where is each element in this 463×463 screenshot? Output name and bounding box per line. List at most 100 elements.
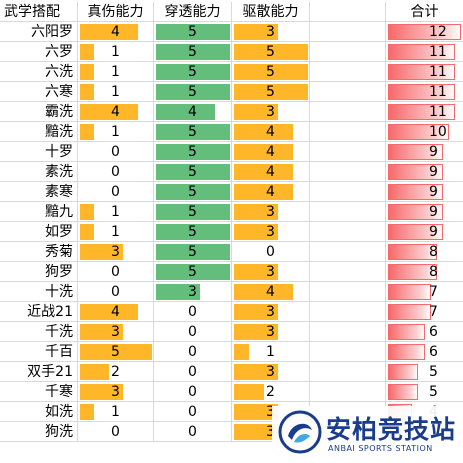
cell-total[interactable]: 8 — [386, 262, 463, 282]
cell-blank[interactable] — [310, 382, 386, 402]
cell-blank[interactable] — [310, 162, 386, 182]
cell-zhenshang[interactable]: 0 — [78, 182, 154, 202]
cell-total[interactable]: 7 — [386, 282, 463, 302]
cell-wuxue-name[interactable]: 六罗 — [0, 42, 78, 62]
cell-zhenshang[interactable]: 0 — [78, 162, 154, 182]
cell-zhenshang[interactable]: 0 — [78, 142, 154, 162]
cell-chuantou[interactable]: 5 — [154, 182, 232, 202]
cell-total[interactable]: 9 — [386, 182, 463, 202]
cell-total[interactable]: 11 — [386, 62, 463, 82]
cell-wuxue-name[interactable]: 十罗 — [0, 142, 78, 162]
cell-blank[interactable] — [310, 102, 386, 122]
header-qusan[interactable]: 驱散能力 — [232, 2, 310, 22]
cell-chuantou[interactable]: 5 — [154, 122, 232, 142]
cell-qusan[interactable]: 0 — [232, 242, 310, 262]
cell-total[interactable]: 10 — [386, 122, 463, 142]
cell-chuantou[interactable]: 5 — [154, 62, 232, 82]
cell-wuxue-name[interactable]: 如罗 — [0, 222, 78, 242]
cell-qusan[interactable]: 4 — [232, 142, 310, 162]
header-chuantou[interactable]: 穿透能力 — [154, 2, 232, 22]
cell-chuantou[interactable]: 5 — [154, 162, 232, 182]
cell-wuxue-name[interactable]: 素寒 — [0, 182, 78, 202]
cell-chuantou[interactable]: 5 — [154, 202, 232, 222]
cell-qusan[interactable]: 3 — [232, 222, 310, 242]
cell-wuxue-name[interactable]: 霸洗 — [0, 102, 78, 122]
cell-blank[interactable] — [310, 322, 386, 342]
cell-chuantou[interactable]: 4 — [154, 102, 232, 122]
cell-blank[interactable] — [310, 182, 386, 202]
cell-qusan[interactable]: 3 — [232, 202, 310, 222]
cell-chuantou[interactable]: 3 — [154, 282, 232, 302]
cell-blank[interactable] — [310, 202, 386, 222]
cell-wuxue-name[interactable]: 千洗 — [0, 322, 78, 342]
cell-qusan[interactable]: 3 — [232, 322, 310, 342]
cell-total[interactable]: 11 — [386, 42, 463, 62]
cell-blank[interactable] — [310, 342, 386, 362]
header-wuxue[interactable]: 武学搭配 — [0, 2, 78, 22]
cell-qusan[interactable]: 3 — [232, 362, 310, 382]
cell-zhenshang[interactable]: 1 — [78, 42, 154, 62]
cell-wuxue-name[interactable]: 六寒 — [0, 82, 78, 102]
cell-blank[interactable] — [310, 62, 386, 82]
cell-wuxue-name[interactable]: 素洗 — [0, 162, 78, 182]
cell-zhenshang[interactable]: 1 — [78, 202, 154, 222]
cell-zhenshang[interactable]: 1 — [78, 82, 154, 102]
cell-total[interactable]: 6 — [386, 342, 463, 362]
cell-total[interactable]: 8 — [386, 242, 463, 262]
cell-zhenshang[interactable]: 5 — [78, 342, 154, 362]
cell-wuxue-name[interactable]: 十洗 — [0, 282, 78, 302]
cell-qusan[interactable]: 2 — [232, 382, 310, 402]
cell-chuantou[interactable]: 5 — [154, 262, 232, 282]
cell-blank[interactable] — [310, 82, 386, 102]
cell-chuantou[interactable]: 0 — [154, 322, 232, 342]
cell-qusan[interactable]: 4 — [232, 182, 310, 202]
cell-chuantou[interactable]: 0 — [154, 362, 232, 382]
cell-wuxue-name[interactable]: 黯九 — [0, 202, 78, 222]
cell-zhenshang[interactable]: 3 — [78, 242, 154, 262]
cell-chuantou[interactable]: 0 — [154, 382, 232, 402]
cell-wuxue-name[interactable]: 六洗 — [0, 62, 78, 82]
cell-wuxue-name[interactable]: 六阳罗 — [0, 22, 78, 42]
cell-total[interactable]: 5 — [386, 382, 463, 402]
cell-total[interactable]: 9 — [386, 162, 463, 182]
header-blank[interactable] — [310, 2, 386, 22]
cell-total[interactable]: 9 — [386, 142, 463, 162]
cell-blank[interactable] — [310, 42, 386, 62]
cell-blank[interactable] — [310, 302, 386, 322]
cell-wuxue-name[interactable]: 如洗 — [0, 402, 78, 422]
cell-zhenshang[interactable]: 0 — [78, 262, 154, 282]
cell-blank[interactable] — [310, 142, 386, 162]
cell-wuxue-name[interactable]: 秀菊 — [0, 242, 78, 262]
cell-zhenshang[interactable]: 4 — [78, 102, 154, 122]
cell-total[interactable]: 11 — [386, 102, 463, 122]
cell-zhenshang[interactable]: 0 — [78, 422, 154, 442]
cell-chuantou[interactable]: 0 — [154, 422, 232, 442]
cell-qusan[interactable]: 5 — [232, 42, 310, 62]
cell-total[interactable]: 6 — [386, 322, 463, 342]
cell-blank[interactable] — [310, 22, 386, 42]
cell-qusan[interactable]: 3 — [232, 22, 310, 42]
cell-zhenshang[interactable]: 1 — [78, 222, 154, 242]
cell-chuantou[interactable]: 5 — [154, 82, 232, 102]
cell-total[interactable]: 12 — [386, 22, 463, 42]
cell-wuxue-name[interactable]: 狗罗 — [0, 262, 78, 282]
cell-qusan[interactable]: 1 — [232, 342, 310, 362]
cell-total[interactable]: 11 — [386, 82, 463, 102]
cell-chuantou[interactable]: 0 — [154, 342, 232, 362]
cell-wuxue-name[interactable]: 近战21 — [0, 302, 78, 322]
cell-blank[interactable] — [310, 122, 386, 142]
cell-wuxue-name[interactable]: 千寒 — [0, 382, 78, 402]
cell-total[interactable]: 9 — [386, 202, 463, 222]
cell-wuxue-name[interactable]: 千百 — [0, 342, 78, 362]
cell-zhenshang[interactable]: 4 — [78, 22, 154, 42]
cell-qusan[interactable]: 4 — [232, 122, 310, 142]
cell-zhenshang[interactable]: 1 — [78, 402, 154, 422]
cell-chuantou[interactable]: 5 — [154, 222, 232, 242]
cell-qusan[interactable]: 5 — [232, 62, 310, 82]
cell-total[interactable]: 7 — [386, 302, 463, 322]
cell-qusan[interactable]: 3 — [232, 262, 310, 282]
cell-blank[interactable] — [310, 222, 386, 242]
cell-wuxue-name[interactable]: 黯洗 — [0, 122, 78, 142]
cell-qusan[interactable]: 4 — [232, 162, 310, 182]
cell-qusan[interactable]: 3 — [232, 302, 310, 322]
